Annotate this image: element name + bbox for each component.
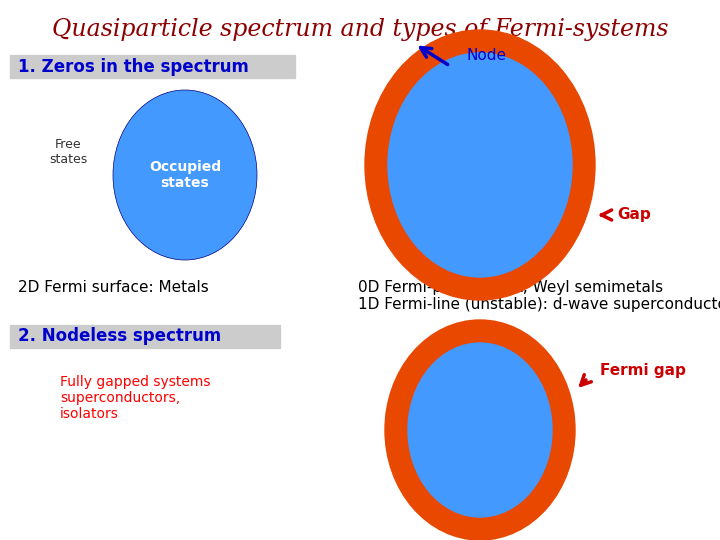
Text: 2D Fermi surface: Metals: 2D Fermi surface: Metals — [18, 280, 209, 295]
Ellipse shape — [385, 320, 575, 540]
Text: Fully gapped systems
superconductors,
isolators: Fully gapped systems superconductors, is… — [60, 375, 210, 421]
Text: 1. Zeros in the spectrum: 1. Zeros in the spectrum — [18, 58, 249, 76]
Text: 0D Fermi-point He-3A, Weyl semimetals
1D Fermi-line (unstable): d-wave supercond: 0D Fermi-point He-3A, Weyl semimetals 1D… — [358, 280, 720, 313]
Text: Node: Node — [467, 49, 507, 64]
Text: Occupied
states: Occupied states — [149, 160, 221, 190]
Ellipse shape — [408, 343, 552, 517]
Text: Free
states: Free states — [49, 138, 87, 166]
Ellipse shape — [365, 30, 595, 300]
FancyBboxPatch shape — [10, 325, 280, 348]
Text: Gap: Gap — [617, 207, 651, 222]
Ellipse shape — [388, 53, 572, 277]
Text: 2. Nodeless spectrum: 2. Nodeless spectrum — [18, 327, 221, 345]
Ellipse shape — [113, 90, 257, 260]
FancyBboxPatch shape — [10, 55, 295, 78]
Text: Fermi gap: Fermi gap — [600, 362, 686, 377]
Text: Quasiparticle spectrum and types of Fermi-systems: Quasiparticle spectrum and types of Ferm… — [52, 18, 668, 41]
